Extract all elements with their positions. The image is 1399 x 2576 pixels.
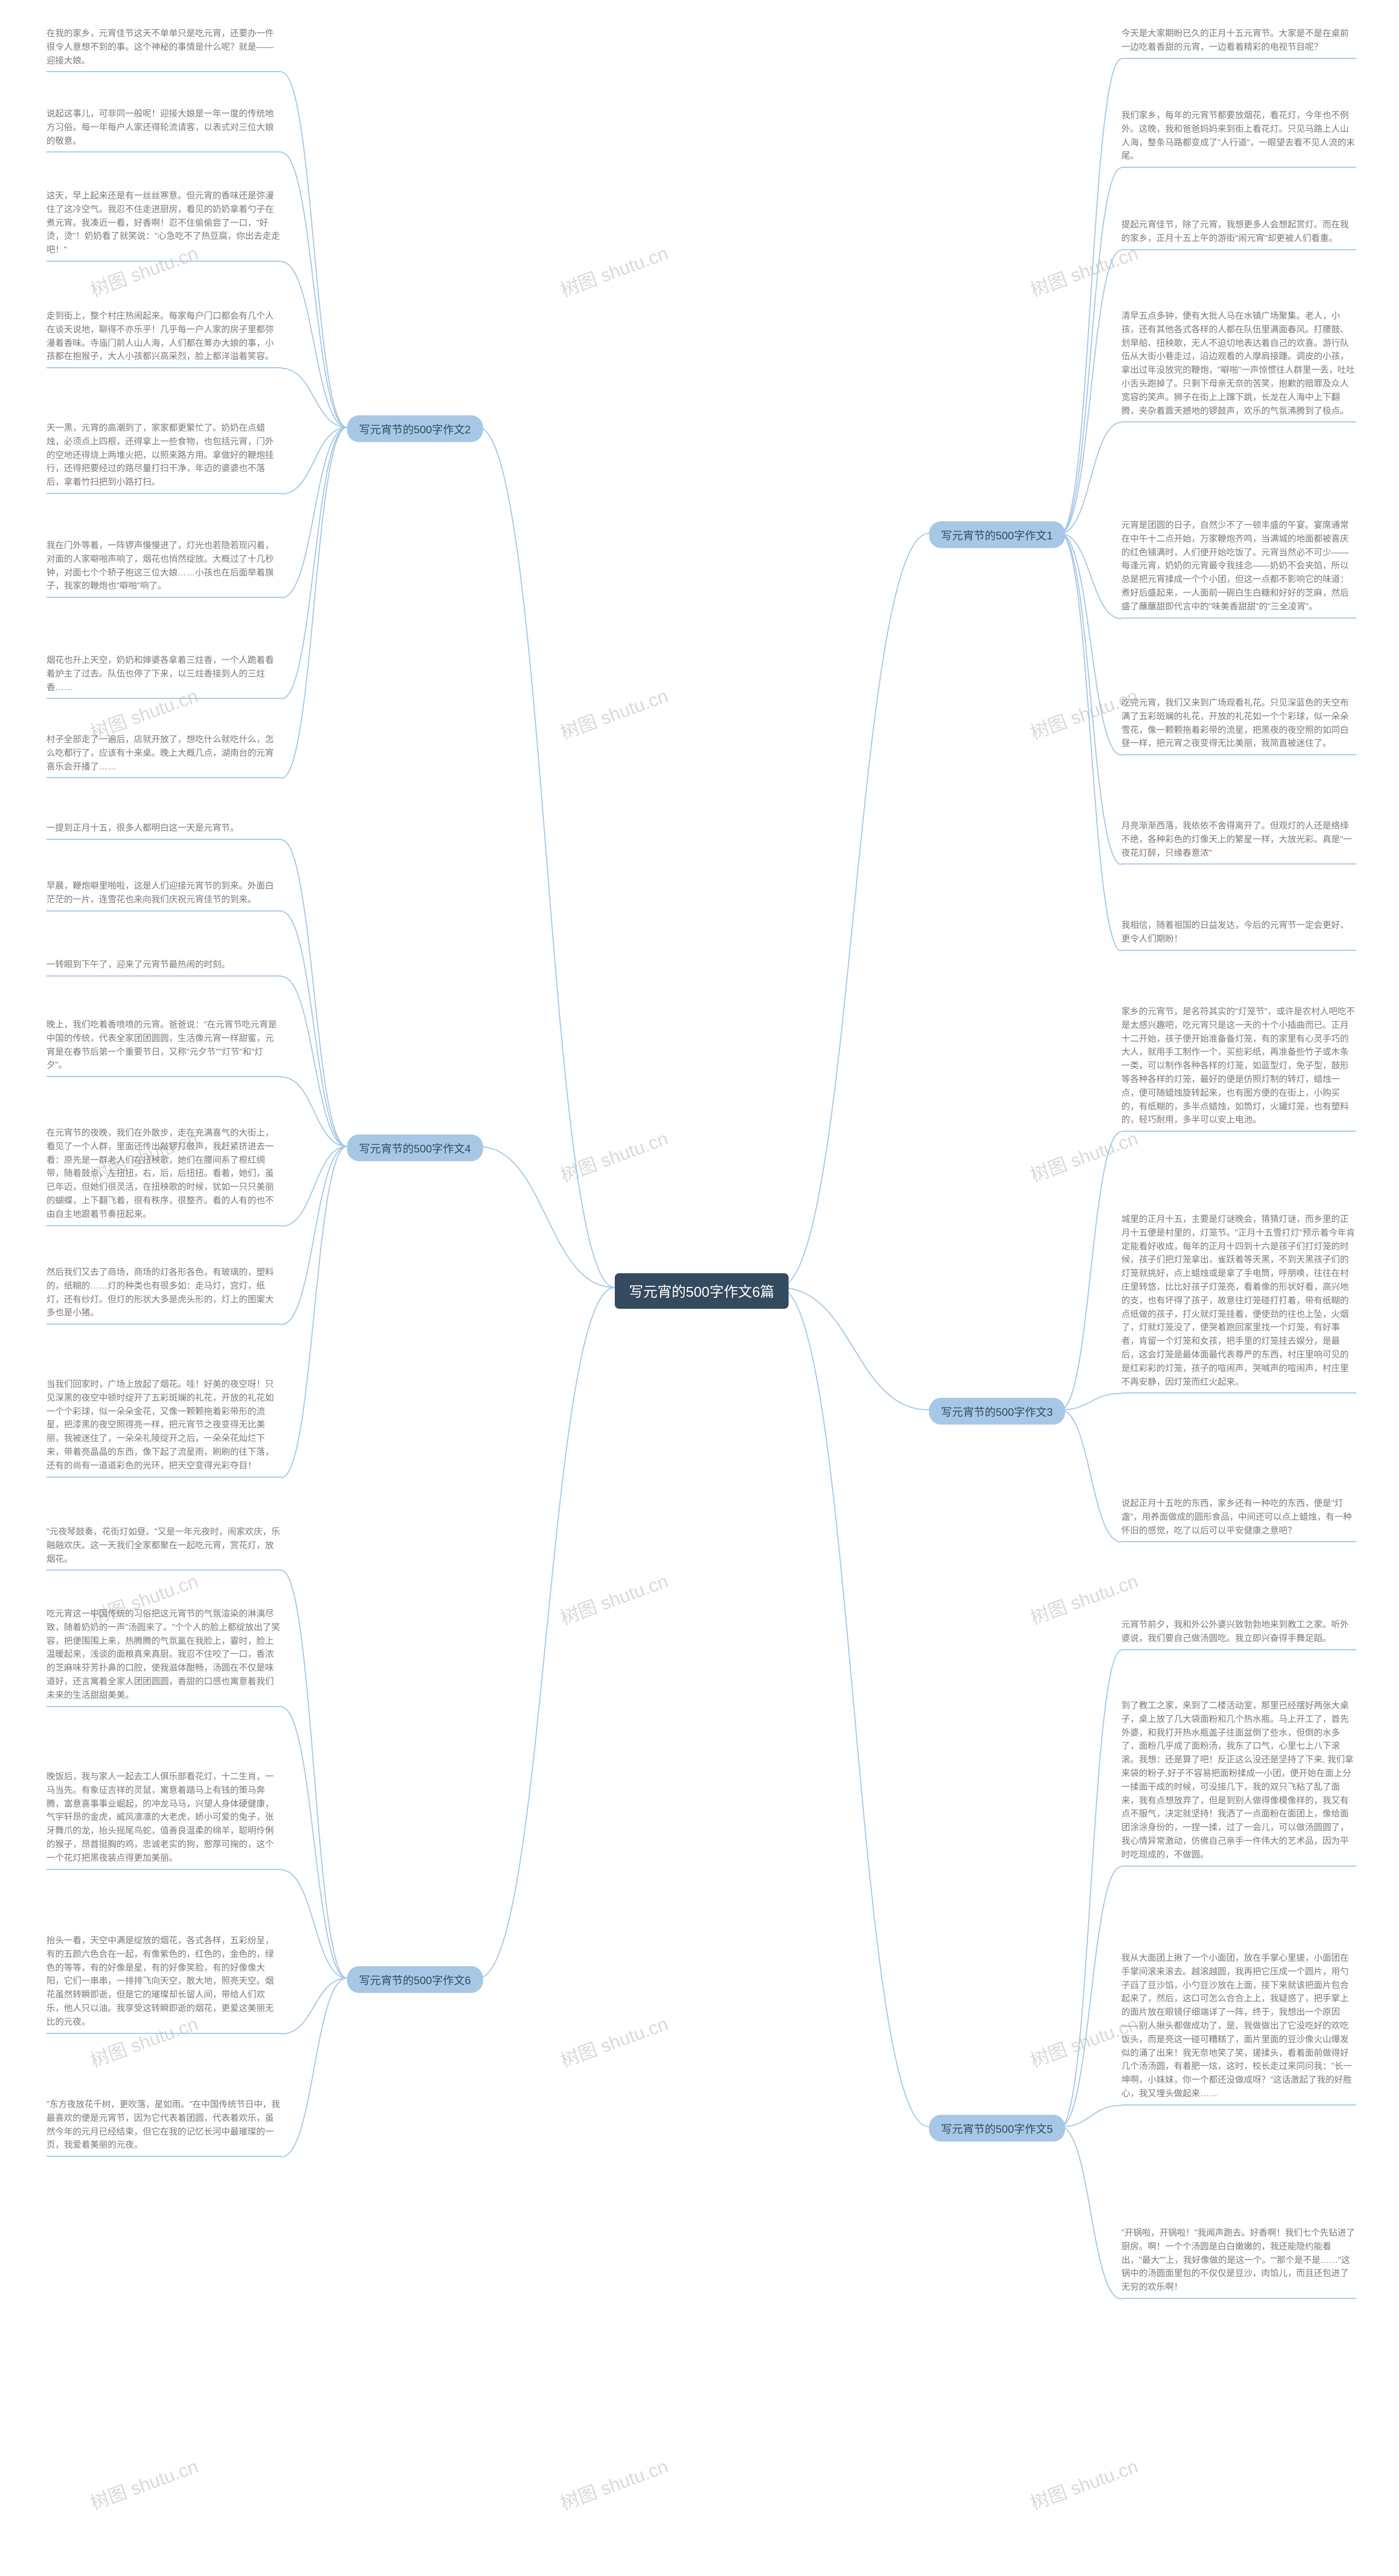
leaf-node: 一提到正月十五，很多人都明白这一天是元宵节。 — [46, 821, 281, 840]
watermark: 树图 shutu.cn — [1026, 1124, 1141, 1187]
branch-node: 写元宵节的500字作文6 — [347, 1966, 483, 1993]
leaf-node: 然后我们又去了商场，商场的灯各形各色，有玻璃的，塑料的，纸糊的……灯的种类也有很… — [46, 1265, 281, 1325]
branch-node: 写元宵节的500字作文3 — [929, 1398, 1065, 1425]
watermark: 树图 shutu.cn — [86, 2451, 201, 2515]
leaf-node: 清早五点多钟，便有大批人马在水镇广场聚集。老人，小孩，还有其他各式各样的人都在队… — [1121, 309, 1356, 422]
leaf-node: "元夜琴鼓奏，花街灯如昼。"又是一年元夜时，闹家欢庆，乐融融欢庆。这一天我们全家… — [46, 1525, 281, 1571]
leaf-node: 晚上，我们吃着香喷喷的元宵。爸爸说："在元宵节吃元宵是中国的传统，代表全家团团圆… — [46, 1018, 281, 1077]
leaf-node: 我们家乡，每年的元宵节都要放烟花，看花灯，今年也不例外。这晚，我和爸爸妈妈来到街… — [1121, 108, 1356, 168]
branch-node: 写元宵节的500字作文1 — [929, 521, 1065, 548]
leaf-node: 村子全部走了一遍后，店就开放了，想吃什么就吃什么，怎么吃都行了，应该有十来桌。晚… — [46, 732, 281, 778]
leaf-node: 烟花也升上天空，奶奶和婶婆各拿着三炷香，一个人跪着看着炉主了过去。队伍也停了下来… — [46, 653, 281, 699]
leaf-node: 说起正月十五吃的东西，家乡还有一种吃的东西，便是"灯盏"，用养面做成的圆形食品，… — [1121, 1496, 1356, 1542]
branch-node: 写元宵节的500字作文5 — [929, 2115, 1065, 2142]
center-label: 写元宵的500字作文6篇 — [629, 1284, 774, 1300]
leaf-node: 提起元宵佳节，除了元宵，我想更多人会想起赏灯。而在我的家乡，正月十五上午的游街"… — [1121, 217, 1356, 250]
branch-node: 写元宵节的500字作文4 — [347, 1134, 483, 1161]
leaf-node: 城里的正月十五，主要是灯谜晚会，猜猜灯谜，而乡里的正月十五便是村里的，灯笼节。"… — [1121, 1212, 1356, 1393]
leaf-node: 到了教工之家，来到了二楼活动室，那里已经摆好两张大桌子，桌上放了几大袋面粉和几个… — [1121, 1698, 1356, 1867]
leaf-node: 元宵节前夕，我和外公外婆兴致勃勃地来到教工之家。听外婆说，我们要自己做汤圆吃。我… — [1121, 1618, 1356, 1650]
leaf-node: 月亮渐渐西落，我依依不舍得离开了。但观灯的人还是络绎不绝，各种彩色的灯像天上的繁… — [1121, 819, 1356, 864]
leaf-node: 早晨，鞭炮噼里啪啦，这是人们迎接元宵节的到来。外面白茫茫的一片，连雪花也来向我们… — [46, 879, 281, 911]
leaf-node: 我在门外等着，一阵锣声慢慢进了，灯光也若隐若现闪着，对面的人家噼啪声响了，烟花也… — [46, 538, 281, 598]
leaf-node: 家乡的元宵节，是名符其实的"灯笼节"，或许是农村人吧吃不是太感兴趣吧，吃元宵只是… — [1121, 1004, 1356, 1132]
leaf-node: 元宵是团圆的日子，自然少不了一顿丰盛的午宴。宴席通常在中午十二点开始，万家鞭炮齐… — [1121, 518, 1356, 619]
center-node: 写元宵的500字作文6篇 — [615, 1273, 789, 1309]
branch-node: 写元宵节的500字作文2 — [347, 415, 483, 442]
watermark: 树图 shutu.cn — [556, 238, 671, 302]
watermark: 树图 shutu.cn — [556, 681, 671, 744]
leaf-node: 我相信，随着祖国的日益发达，今后的元宵节一定会更好、更令人们期盼！ — [1121, 918, 1356, 951]
watermark: 树图 shutu.cn — [556, 2451, 671, 2515]
leaf-node: "东方夜放花千树，更吹落，星如雨。"在中国传统节日中，我最喜欢的便是元宵节，因为… — [46, 2097, 281, 2157]
leaf-node: 抬头一看，天空中满是绽放的烟花，各式各样，五彩纷呈，有的五颜六色合在一起，有像紫… — [46, 1933, 281, 2034]
leaf-node: 说起这事儿，可非同一般呢！迎接大娘是一年一度的传统地方习俗。每一年每户人家还得轮… — [46, 107, 281, 152]
watermark: 树图 shutu.cn — [556, 1124, 671, 1187]
leaf-node: "开锅啦，开锅啦！"我闻声跑去。好香啊！我们七个先钻进了厨房。啊！一个个汤圆是白… — [1121, 2226, 1356, 2299]
leaf-node: 走到街上，整个村庄热闹起来。每家每户门口都会有几个人在谈天说地，聊得不亦乐乎！几… — [46, 309, 281, 368]
leaf-node: 天一黑，元宵的高潮到了，家家都更繁忙了。奶奶在点蜡烛，必须点上四根，还得拿上一些… — [46, 421, 281, 494]
leaf-node: 吃完元宵，我们又来到广场观看礼花。只见深蓝色的天空布满了五彩斑斓的礼花，开放的礼… — [1121, 696, 1356, 755]
leaf-node: 今天是大家期盼已久的正月十五元宵节。大家是不是在桌前一边吃着香甜的元宵，一边看着… — [1121, 26, 1356, 59]
leaf-node: 一转眼到下午了，迎来了元宵节最热闹的时刻。 — [46, 957, 281, 977]
leaf-node: 晚饭后，我与家人一起去工人俱乐部看花灯，十二生肖，一马当先。有象征吉祥的灵鼠，寓… — [46, 1769, 281, 1870]
leaf-node: 吃元宵这一中国传统的习俗把这元宵节的气氛渲染的淋漓尽致，随着奶奶的一声"汤圆来了… — [46, 1607, 281, 1707]
leaf-node: 在我的家乡，元宵佳节这天不单单只是吃元宵，还要办一件很令人意想不到的事。这个神秘… — [46, 26, 281, 72]
watermark: 树图 shutu.cn — [1026, 2451, 1141, 2515]
watermark: 树图 shutu.cn — [556, 1566, 671, 1630]
leaf-node: 我从大面团上揪了一个小面团，放在手掌心里搓，小面团在手掌间滚来滚去。越滚越圆，我… — [1121, 1951, 1356, 2106]
leaf-node: 当我们回家时，广场上放起了烟花。哇！好美的夜空呀！只见深黑的夜空中顿时绽开了五彩… — [46, 1377, 281, 1478]
watermark: 树图 shutu.cn — [556, 2009, 671, 2072]
leaf-node: 在元宵节的夜晚，我们在外散步，走在充满喜气的大街上，看见了一个人群，里面还传出敲… — [46, 1126, 281, 1226]
leaf-node: 这天，早上起来还是有一丝丝寒意。但元宵的香味还是弥漫住了这冷空气。我忍不住走进厨… — [46, 189, 281, 262]
